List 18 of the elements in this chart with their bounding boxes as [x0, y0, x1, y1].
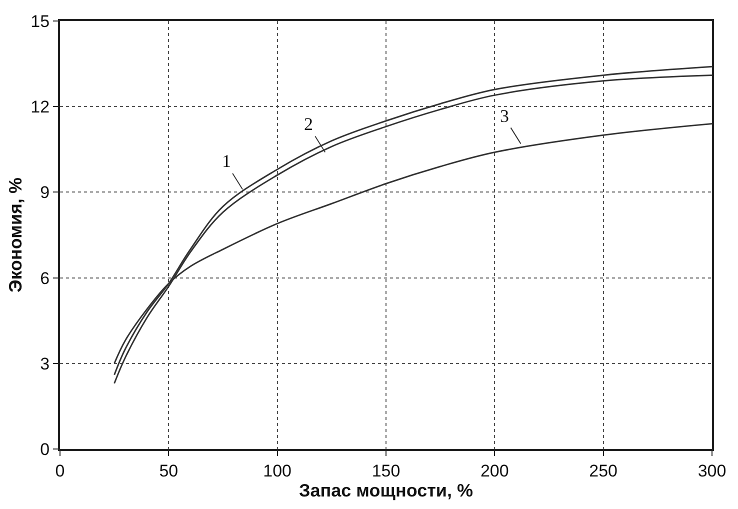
x-tick-label: 0	[55, 461, 65, 480]
x-tick-label: 250	[589, 461, 618, 480]
y-tick-label: 12	[30, 98, 50, 117]
x-tick-label: 300	[698, 461, 726, 480]
annotation: 3	[500, 106, 509, 126]
x-tick-label: 200	[480, 461, 509, 480]
annotation: 1	[222, 151, 231, 171]
x-tick-label: 150	[372, 461, 400, 480]
x-tick-label: 100	[263, 461, 292, 480]
annotation: 2	[304, 114, 313, 134]
y-tick-label: 9	[40, 183, 50, 202]
y-tick-label: 0	[40, 440, 50, 459]
y-tick-label: 15	[30, 12, 50, 31]
x-axis-title: Запас мощности, %	[299, 480, 473, 500]
y-tick-label: 3	[40, 354, 50, 374]
x-tick-label: 50	[159, 461, 178, 480]
y-tick-label: 6	[40, 268, 50, 288]
y-axis-title: Экономия, %	[5, 177, 26, 293]
